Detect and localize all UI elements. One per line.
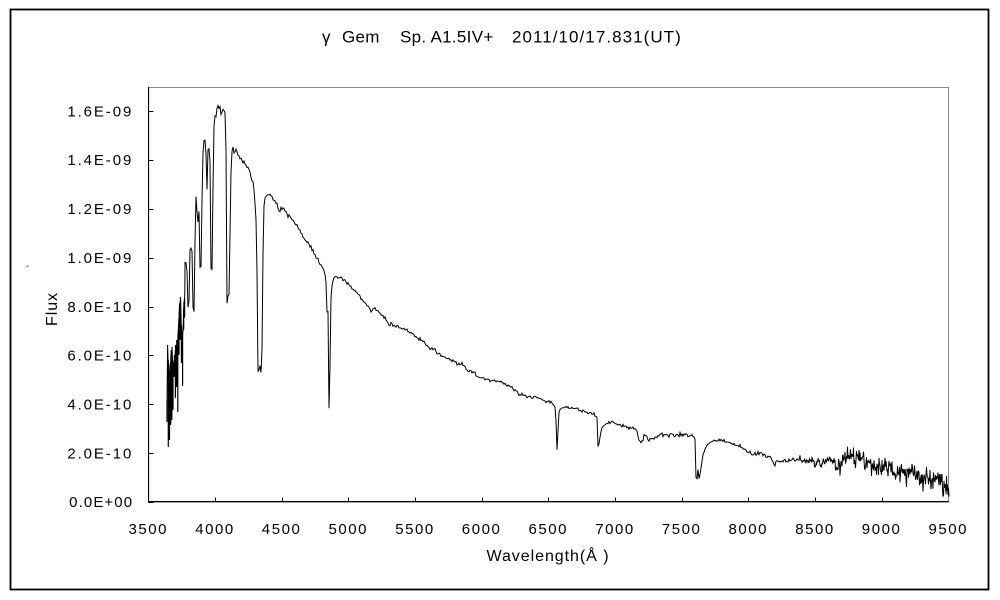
svg-text:2.0E-10: 2.0E-10: [67, 445, 133, 462]
svg-text:1.2E-09: 1.2E-09: [67, 201, 133, 218]
svg-text:8.0E-10: 8.0E-10: [67, 299, 133, 316]
svg-text:4500: 4500: [262, 521, 302, 538]
svg-text:3500: 3500: [129, 521, 169, 538]
svg-text:8500: 8500: [795, 521, 835, 538]
svg-text:7000: 7000: [595, 521, 635, 538]
svg-text:6.0E-10: 6.0E-10: [67, 348, 133, 365]
svg-text:0.0E+00: 0.0E+00: [69, 494, 133, 511]
svg-text:6500: 6500: [529, 521, 569, 538]
svg-text:Flux: Flux: [44, 292, 61, 326]
svg-text:1.0E-09: 1.0E-09: [67, 250, 133, 267]
svg-text:1.6E-09: 1.6E-09: [67, 103, 133, 120]
svg-text:7500: 7500: [662, 521, 702, 538]
svg-text:8000: 8000: [729, 521, 769, 538]
svg-text:4.0E-10: 4.0E-10: [67, 397, 133, 414]
svg-text:Wavelength(Å ): Wavelength(Å ): [487, 546, 610, 565]
svg-text:6000: 6000: [462, 521, 502, 538]
svg-text:1.4E-09: 1.4E-09: [67, 152, 133, 169]
svg-text:5500: 5500: [395, 521, 435, 538]
svg-text:9000: 9000: [862, 521, 902, 538]
svg-text:9500: 9500: [929, 521, 969, 538]
svg-text:5000: 5000: [329, 521, 369, 538]
svg-text:4000: 4000: [195, 521, 235, 538]
